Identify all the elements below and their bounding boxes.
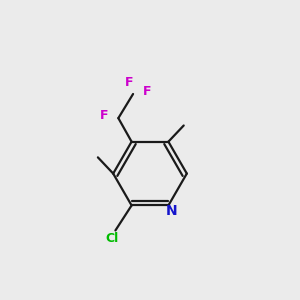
Text: F: F [100,109,109,122]
Text: Cl: Cl [106,232,119,245]
Text: F: F [125,76,134,89]
Text: N: N [166,204,178,218]
Text: F: F [143,85,152,98]
